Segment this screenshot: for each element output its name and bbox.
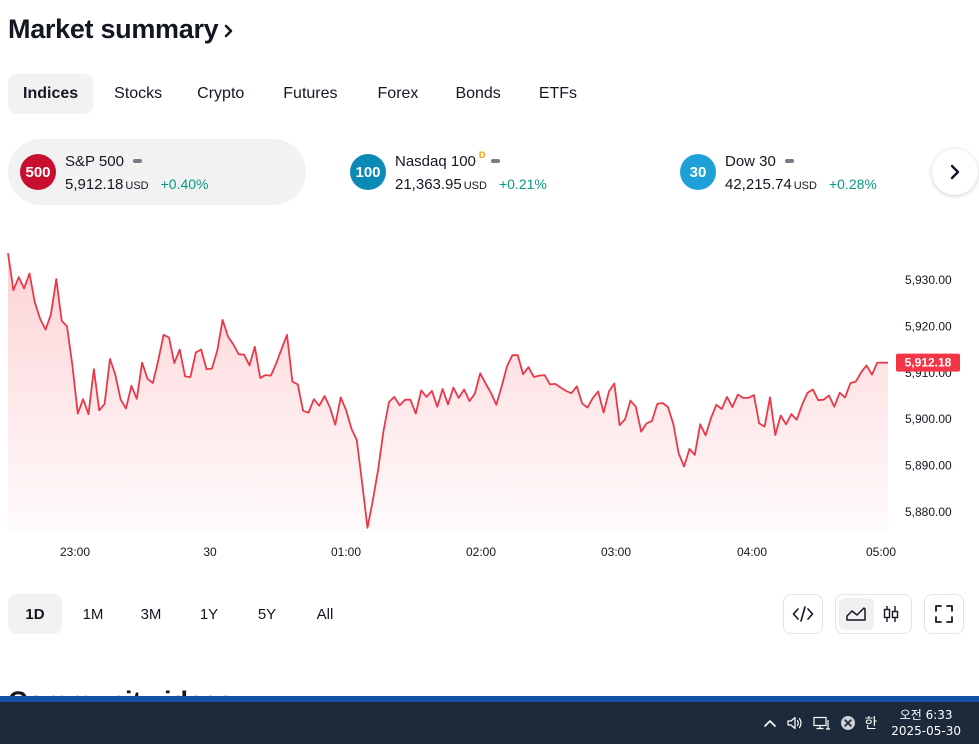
- index-cards: 500 S&P 500 5,912.18 USD +0.40% 100 Nasd…: [8, 139, 979, 205]
- index-name: Dow 30: [725, 152, 776, 170]
- x-tick-label: 05:00: [866, 545, 896, 559]
- x-tick-label: 04:00: [737, 545, 767, 559]
- y-tick-label: 5,890.00: [905, 459, 952, 473]
- tab-forex[interactable]: Forex: [377, 85, 419, 102]
- tab-crypto[interactable]: Crypto: [197, 85, 245, 102]
- index-price: 21,363.95: [395, 176, 462, 193]
- x-tick-label: 02:00: [466, 545, 496, 559]
- area-chart-button[interactable]: [839, 598, 874, 630]
- candlestick-icon: [883, 606, 898, 622]
- clock-time: 오전 6:33: [899, 708, 953, 722]
- index-change: +0.40%: [160, 176, 209, 192]
- dow30-badge: 30: [680, 154, 716, 190]
- market-summary-title[interactable]: Market summary: [8, 14, 236, 45]
- system-tray: 한 오전 6:33 2025-05-30: [762, 702, 979, 744]
- range-1d[interactable]: 1D: [8, 594, 62, 634]
- status-error-button[interactable]: [840, 715, 856, 731]
- x-tick-label: 03:00: [601, 545, 631, 559]
- area-fill: [8, 253, 888, 532]
- y-tick-label: 5,930.00: [905, 273, 952, 287]
- chevron-right-icon: [225, 24, 233, 37]
- chevron-right-icon: [950, 164, 960, 180]
- y-tick-label: 5,900.00: [905, 412, 952, 426]
- show-hidden-icons-button[interactable]: [762, 715, 778, 731]
- index-currency: USD: [793, 180, 817, 192]
- index-currency: USD: [463, 180, 487, 192]
- range-3m[interactable]: 3M: [140, 605, 162, 623]
- network-button[interactable]: [812, 715, 832, 731]
- y-tick-label: 5,920.00: [905, 319, 952, 333]
- index-name: S&P 500: [65, 152, 124, 170]
- index-price: 42,215.74: [725, 176, 792, 193]
- tab-stocks[interactable]: Stocks: [114, 85, 163, 102]
- chevron-up-icon: [764, 720, 777, 727]
- index-card-dow30[interactable]: 30 Dow 30 42,215.74 USD +0.28%: [668, 139, 918, 205]
- market-summary-title-text: Market summary: [8, 14, 219, 44]
- category-tabs: Indices Stocks Crypto Futures Forex Bond…: [8, 74, 592, 114]
- taskbar: 한 오전 6:33 2025-05-30: [0, 696, 979, 744]
- price-line: [7, 252, 889, 529]
- ime-indicator[interactable]: 한: [864, 713, 877, 733]
- tab-indices[interactable]: Indices: [8, 74, 94, 114]
- index-card-nasdaq100[interactable]: 100 Nasdaq 100 D 21,363.95 USD +0.21%: [338, 139, 638, 205]
- candle-chart-button[interactable]: [874, 598, 909, 630]
- status-dash-icon: [132, 159, 142, 163]
- speaker-icon: [787, 716, 802, 730]
- volume-button[interactable]: [786, 715, 804, 731]
- x-tick-label: 01:00: [331, 545, 361, 559]
- time-range-selector: 1D 1M 3M 1Y 5Y All: [8, 594, 356, 634]
- index-change: +0.21%: [498, 176, 547, 192]
- range-1m[interactable]: 1M: [82, 605, 104, 623]
- last-price-label: 5,912.18: [905, 356, 952, 370]
- x-tick-label: 30: [203, 545, 217, 559]
- index-change: +0.28%: [828, 176, 877, 192]
- x-tick-label: 23:00: [60, 545, 90, 559]
- last-price-tag: [896, 353, 960, 372]
- fullscreen-icon: [935, 605, 953, 623]
- tab-bonds[interactable]: Bonds: [455, 85, 501, 102]
- sp500-badge: 500: [20, 154, 56, 190]
- status-dash-icon: [784, 159, 794, 163]
- status-dash-icon: [491, 159, 501, 163]
- nasdaq100-badge: 100: [350, 154, 386, 190]
- index-card-sp500[interactable]: 500 S&P 500 5,912.18 USD +0.40%: [8, 139, 306, 205]
- fullscreen-button[interactable]: [924, 594, 964, 634]
- delayed-mark: D: [478, 150, 486, 160]
- range-5y[interactable]: 5Y: [257, 605, 277, 623]
- index-name: Nasdaq 100: [395, 152, 476, 170]
- range-1y[interactable]: 1Y: [199, 605, 219, 623]
- chart-type-toggle: [835, 594, 912, 634]
- price-chart[interactable]: 23:00 30 01:00 02:00 03:00 04:00 05:00 5,930.0…: [0, 240, 979, 570]
- taskbar-clock[interactable]: 오전 6:33 2025-05-30: [891, 707, 961, 739]
- range-all[interactable]: All: [316, 605, 334, 623]
- error-icon: [841, 716, 856, 730]
- embed-button[interactable]: [783, 594, 823, 634]
- next-cards-button[interactable]: [932, 149, 978, 195]
- clock-date: 2025-05-30: [891, 724, 961, 738]
- y-tick-label: 5,880.00: [905, 505, 952, 519]
- code-icon: [792, 606, 814, 622]
- tab-etfs[interactable]: ETFs: [538, 85, 578, 102]
- index-price: 5,912.18: [65, 176, 124, 193]
- network-icon: [813, 716, 831, 730]
- index-currency: USD: [125, 180, 149, 192]
- ime-label: 한: [864, 716, 878, 732]
- tab-futures[interactable]: Futures: [283, 85, 338, 102]
- area-chart-icon: [846, 607, 866, 621]
